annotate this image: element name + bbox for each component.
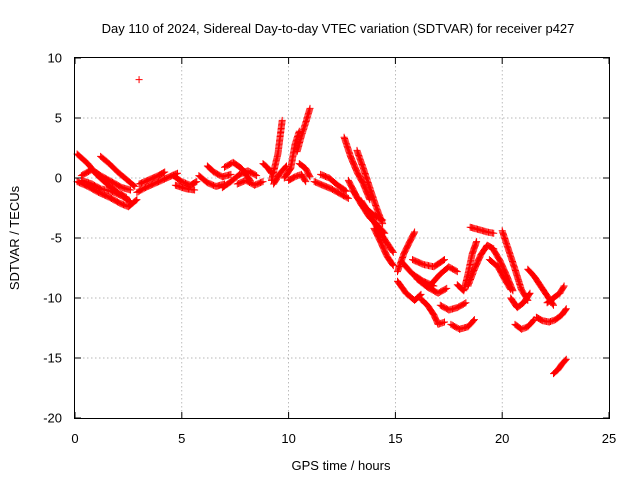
data-point-track [394, 277, 425, 304]
data-point-track [353, 146, 387, 228]
data-point-track [543, 282, 568, 307]
chart-title: Day 110 of 2024, Sidereal Day-to-day VTE… [102, 21, 575, 36]
data-point-track [280, 127, 303, 182]
y-tick-label: -10 [43, 291, 62, 306]
data-point-track [436, 299, 470, 314]
data-layer [73, 76, 570, 378]
x-tick-label: 10 [281, 431, 295, 446]
data-point-track [233, 176, 267, 189]
y-tick-label: -15 [43, 351, 62, 366]
data-point-track [370, 224, 397, 270]
tick-layer: 0 5 10 15 20 25 -20 -15 -10 -5 0 5 10 [43, 51, 616, 447]
data-point-track [77, 176, 134, 206]
grid-layer [75, 58, 609, 418]
x-tick-label: 0 [71, 431, 78, 446]
data-point-track [413, 275, 451, 297]
data-point-track [169, 172, 201, 189]
x-tick-label: 25 [602, 431, 616, 446]
y-axis-title: SDTVAR / TECUs [7, 185, 22, 290]
data-point-track [409, 256, 448, 271]
data-point-track [171, 181, 199, 194]
data-point-track [135, 76, 143, 84]
data-point-track [270, 162, 290, 188]
x-tick-label: 5 [178, 431, 185, 446]
data-point-track [453, 238, 481, 295]
data-point-track [545, 305, 570, 326]
data-point-track [77, 166, 134, 194]
x-tick-label: 20 [495, 431, 509, 446]
data-point-track [511, 316, 538, 333]
data-point-track [428, 263, 461, 288]
data-point-track [340, 133, 374, 204]
x-tick-label: 15 [388, 431, 402, 446]
y-tick-label: 5 [55, 111, 62, 126]
data-point-track [464, 241, 498, 290]
data-point-track [285, 170, 310, 186]
y-tick-label: -20 [43, 411, 62, 426]
data-point-track [317, 170, 350, 195]
data-point-track [498, 227, 532, 304]
data-point-track [135, 168, 169, 188]
data-point-track [357, 197, 397, 256]
y-tick-label: 10 [48, 51, 62, 66]
data-point-track [293, 104, 314, 156]
y-tick-label: -5 [50, 231, 62, 246]
data-point-track [466, 223, 498, 237]
data-point-track [295, 160, 314, 181]
data-point-track [490, 246, 517, 295]
plot-frame [74, 57, 610, 419]
data-point-track [447, 316, 478, 333]
data-point-track [203, 162, 235, 181]
y-tick-label: 0 [55, 171, 62, 186]
data-point-track [221, 158, 254, 184]
data-point-track [97, 152, 139, 190]
data-point-track [310, 178, 352, 202]
data-point-track [507, 289, 534, 312]
data-point-track [268, 116, 286, 184]
data-point-track [417, 295, 448, 328]
data-point-track [550, 355, 570, 378]
x-axis-title: GPS time / hours [292, 458, 391, 473]
